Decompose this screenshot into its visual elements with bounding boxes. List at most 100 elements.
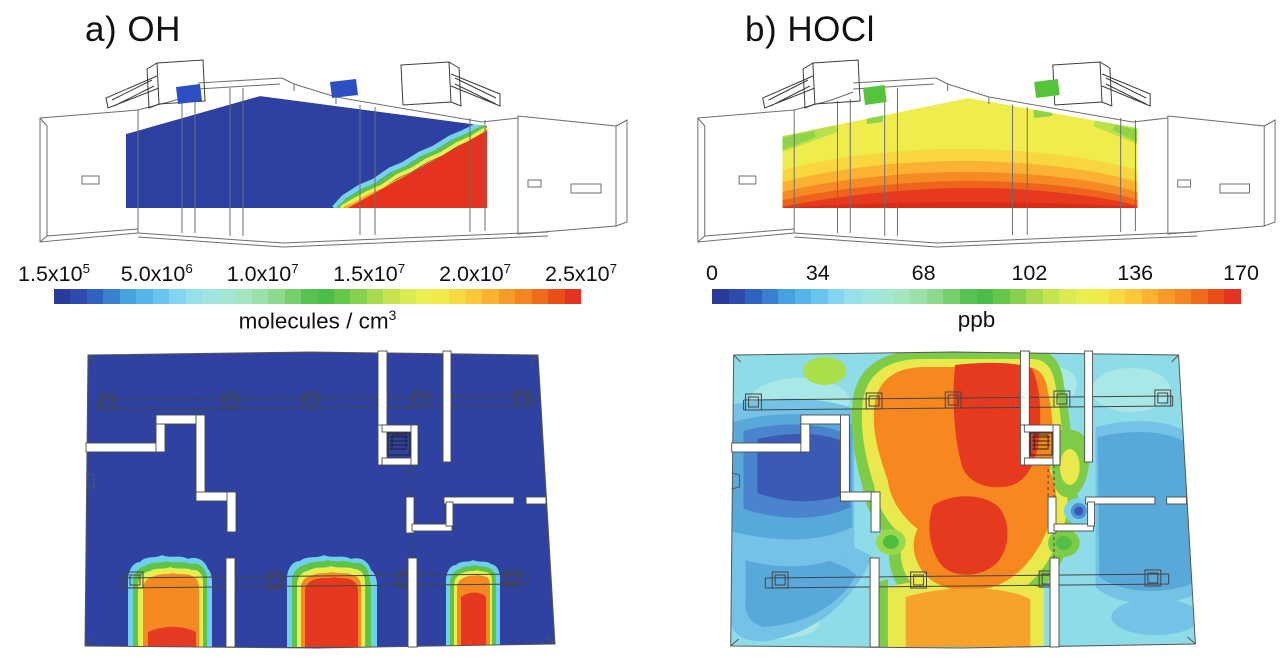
colorbar-segment: [70, 289, 87, 304]
colorbar-segment: [1075, 289, 1093, 304]
gradient-front-cyan-band: [332, 120, 484, 208]
colorbar-segment: [235, 289, 252, 304]
colorbar-segment: [1207, 289, 1225, 304]
colorbar-segment: [399, 289, 417, 304]
colorbar-tick-label: 2.0x107: [439, 261, 512, 287]
colorbar-segment: [498, 289, 516, 304]
colorbar-segment: [910, 289, 927, 304]
colorbar-segment: [877, 289, 894, 304]
colorbar-tick-label: 136: [1117, 261, 1154, 285]
colorbar-ticks: 1.5x105 5.0x106 1.0x107 1.5x107 2.0x107 2.5x1…: [18, 261, 617, 289]
colorbar-segment: [268, 289, 285, 304]
blue-spot: [1074, 506, 1084, 516]
colorbar-segment: [515, 289, 532, 304]
colorbar-segment: [1042, 289, 1060, 304]
high-concentration-wedge: [348, 130, 487, 208]
plume: [446, 560, 500, 647]
colorbar-tick-label: 1.0x107: [226, 261, 299, 287]
oh-concentration-slice: [126, 96, 487, 208]
colorbar-segment: [1224, 289, 1241, 304]
colorbar-segment: [416, 289, 433, 304]
panel-b-title: b) HOCl: [745, 10, 875, 49]
colorbar-segment: [893, 289, 911, 304]
colorbar-segment: [976, 289, 994, 304]
supply-vent: [863, 85, 887, 105]
colorbar-segment: [959, 289, 977, 304]
colorbar-segment: [301, 289, 318, 304]
plume: [287, 555, 377, 647]
colorbar-segment: [531, 289, 549, 304]
colorbar-segment: [136, 289, 153, 304]
colorbar-segment: [811, 289, 828, 304]
colorbar-segment: [1158, 289, 1175, 304]
colorbar-tick-label: 102: [1011, 261, 1048, 285]
colorbar-segment: [350, 289, 367, 304]
colorbar-segment: [251, 289, 269, 304]
colorbar-bar: [712, 289, 1241, 304]
colorbar-segment: [284, 289, 302, 304]
colorbar-ticks: 0 34 68 102 136 170: [706, 261, 1259, 289]
colorbar-segment: [548, 289, 565, 304]
colorbar-segment: [383, 289, 400, 304]
colorbar-tick-label: 68: [911, 261, 936, 285]
colorbar-segment: [778, 289, 795, 304]
colorbar-tick-label: 34: [805, 261, 830, 285]
supply-vent: [176, 84, 202, 104]
colorbar-tick-label: 0: [706, 261, 718, 285]
supply-vent: [1034, 79, 1060, 98]
colorbar-segment: [218, 289, 236, 304]
colorbar-tick-label: 170: [1223, 261, 1259, 285]
colorbar-segment: [317, 289, 334, 304]
oh-concentration-field: [85, 352, 555, 648]
colorbar-tick-label: 1.5x105: [18, 261, 90, 287]
colorbar-tick-label: 5.0x106: [120, 261, 193, 287]
colorbar-segment: [54, 289, 71, 304]
colorbar-unit: molecules / cm3: [238, 307, 397, 334]
colorbar-segment: [482, 289, 499, 304]
colorbar-tick-label: 2.5x107: [545, 261, 617, 287]
colorbar-segment: [860, 289, 878, 304]
colorbar-segment: [926, 289, 944, 304]
colorbar-segment: [103, 289, 120, 304]
colorbar-segment: [1059, 289, 1076, 304]
colorbar-segment: [465, 289, 483, 304]
colorbar-segment: [1009, 289, 1027, 304]
colorbar-tick-label: 1.5x107: [333, 261, 406, 287]
colorbar-segment: [1108, 289, 1126, 304]
colorbar-segment: [333, 289, 351, 304]
colorbar-segment: [152, 289, 170, 304]
panel-a-side-view: [39, 59, 628, 248]
colorbar-segment: [761, 289, 779, 304]
colorbar-segment: [1174, 289, 1192, 304]
colorbar-unit: ppb: [957, 307, 996, 332]
colorbar-segment: [432, 289, 450, 304]
green-spot: [882, 535, 899, 549]
colorbar-segment: [1141, 289, 1159, 304]
gradient-front-yellow-band: [339, 126, 487, 208]
plume: [128, 555, 212, 647]
panel-a-title: a) OH: [85, 10, 181, 49]
colorbar-segment: [202, 289, 219, 304]
colorbar-segment: [185, 289, 203, 304]
colorbar-segment: [844, 289, 861, 304]
colorbar-segment: [943, 289, 960, 304]
colorbar-segment: [86, 289, 104, 304]
panel-a-colorbar: 1.5x105 5.0x106 1.0x107 1.5x107 2.0x107 2.5x1…: [18, 261, 617, 335]
gradient-front-green-band: [336, 124, 486, 208]
colorbar-segment: [1026, 289, 1043, 304]
colorbar-segment: [728, 289, 746, 304]
colorbar-segment: [119, 289, 137, 304]
red-core-top: [953, 362, 1041, 488]
colorbar-segment: [745, 289, 762, 304]
colorbar-segment: [564, 289, 581, 304]
colorbar-segment: [366, 289, 384, 304]
panel-b-plan-view: [730, 350, 1196, 649]
colorbar-segment: [1125, 289, 1142, 304]
colorbar-segment: [794, 289, 812, 304]
hocl-concentration-slice: [782, 98, 1138, 208]
red-core-bottom: [929, 496, 1008, 575]
colorbar-segment: [169, 289, 186, 304]
floor-level-maximum: [782, 187, 1138, 208]
panel-b-side-view: [697, 59, 1276, 248]
